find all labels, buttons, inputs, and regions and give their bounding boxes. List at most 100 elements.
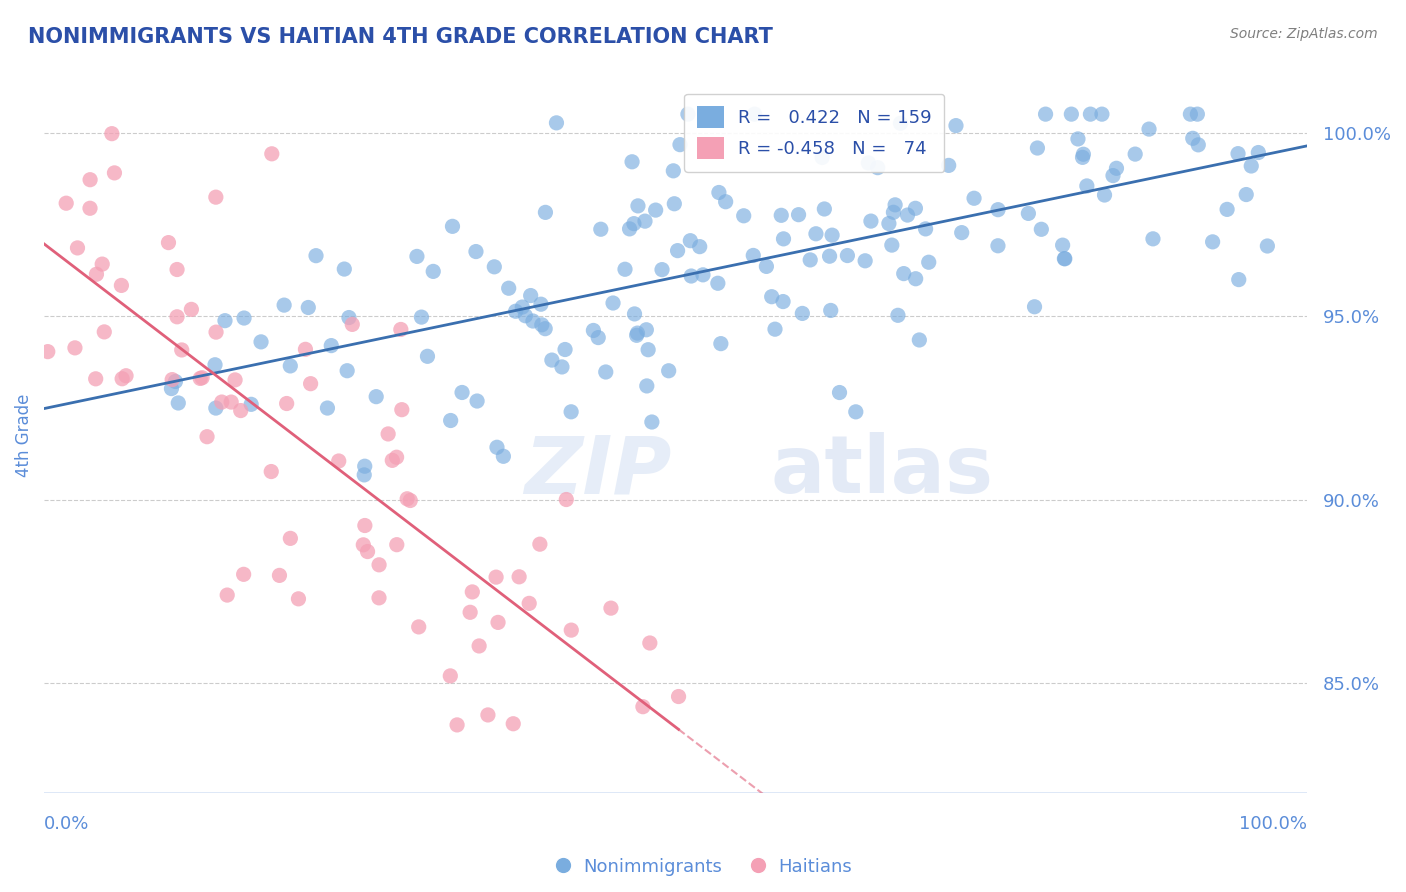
Point — [195, 430, 218, 444]
Point — [792, 306, 814, 320]
Point — [352, 538, 374, 552]
Point — [811, 150, 834, 164]
Point — [294, 343, 316, 357]
Point — [1053, 252, 1076, 266]
Point — [439, 669, 461, 683]
Point — [1105, 161, 1128, 176]
Point — [180, 302, 202, 317]
Point — [165, 375, 187, 389]
Point — [877, 217, 900, 231]
Point — [1052, 238, 1074, 252]
Point — [287, 591, 309, 606]
Point — [644, 203, 666, 218]
Point — [217, 588, 239, 602]
Point — [342, 318, 364, 332]
Point — [166, 262, 188, 277]
Point — [232, 567, 254, 582]
Point — [91, 257, 114, 271]
Point — [560, 623, 582, 637]
Point — [485, 440, 508, 454]
Point — [763, 322, 786, 336]
Point — [668, 690, 690, 704]
Point — [250, 334, 273, 349]
Point — [204, 358, 226, 372]
Text: 100.0%: 100.0% — [1239, 815, 1308, 833]
Point — [582, 323, 605, 337]
Point — [408, 620, 430, 634]
Point — [411, 310, 433, 325]
Point — [918, 255, 941, 269]
Point — [651, 262, 673, 277]
Point — [595, 365, 617, 379]
Point — [1094, 188, 1116, 202]
Point — [273, 298, 295, 312]
Point — [884, 198, 907, 212]
Point — [744, 107, 766, 121]
Point — [772, 294, 794, 309]
Point — [269, 568, 291, 582]
Point — [522, 314, 544, 328]
Point — [399, 493, 422, 508]
Text: NONIMMIGRANTS VS HAITIAN 4TH GRADE CORRELATION CHART: NONIMMIGRANTS VS HAITIAN 4TH GRADE CORRE… — [28, 27, 773, 46]
Point — [813, 202, 835, 216]
Point — [662, 164, 685, 178]
Point — [517, 596, 540, 610]
Point — [214, 314, 236, 328]
Point — [240, 397, 263, 411]
Point — [219, 395, 242, 409]
Point — [692, 268, 714, 282]
Point — [368, 558, 391, 572]
Point — [546, 116, 568, 130]
Point — [638, 636, 661, 650]
Point — [356, 544, 378, 558]
Point — [837, 248, 859, 262]
Point — [353, 518, 375, 533]
Point — [554, 343, 576, 357]
Point — [406, 249, 429, 263]
Point — [904, 271, 927, 285]
Point — [1080, 107, 1102, 121]
Point — [278, 359, 301, 373]
Point — [205, 401, 228, 415]
Point — [170, 343, 193, 357]
Point — [818, 249, 841, 263]
Point — [477, 707, 499, 722]
Point — [508, 570, 530, 584]
Point — [389, 322, 412, 336]
Point — [707, 277, 730, 291]
Point — [714, 194, 737, 209]
Point — [634, 214, 657, 228]
Point — [614, 262, 637, 277]
Point — [79, 201, 101, 215]
Point — [1180, 107, 1202, 121]
Point — [882, 205, 904, 219]
Point — [101, 127, 124, 141]
Point — [441, 219, 464, 234]
Point — [305, 249, 328, 263]
Point — [157, 235, 180, 250]
Point — [337, 310, 360, 325]
Point — [770, 208, 793, 222]
Point — [353, 459, 375, 474]
Point — [191, 370, 214, 384]
Point — [963, 191, 986, 205]
Point — [368, 591, 391, 605]
Point — [1071, 150, 1094, 164]
Legend: R =   0.422   N = 159, R = -0.458   N =   74: R = 0.422 N = 159, R = -0.458 N = 74 — [683, 94, 945, 172]
Point — [233, 311, 256, 326]
Point — [586, 330, 609, 344]
Point — [1067, 132, 1090, 146]
Point — [534, 205, 557, 219]
Point — [79, 172, 101, 186]
Point — [904, 202, 927, 216]
Point — [619, 222, 641, 236]
Point — [396, 491, 419, 506]
Point — [1227, 146, 1250, 161]
Point — [458, 605, 481, 619]
Point — [530, 318, 553, 332]
Point — [820, 303, 842, 318]
Point — [626, 326, 648, 340]
Point — [381, 453, 404, 467]
Point — [377, 426, 399, 441]
Point — [637, 343, 659, 357]
